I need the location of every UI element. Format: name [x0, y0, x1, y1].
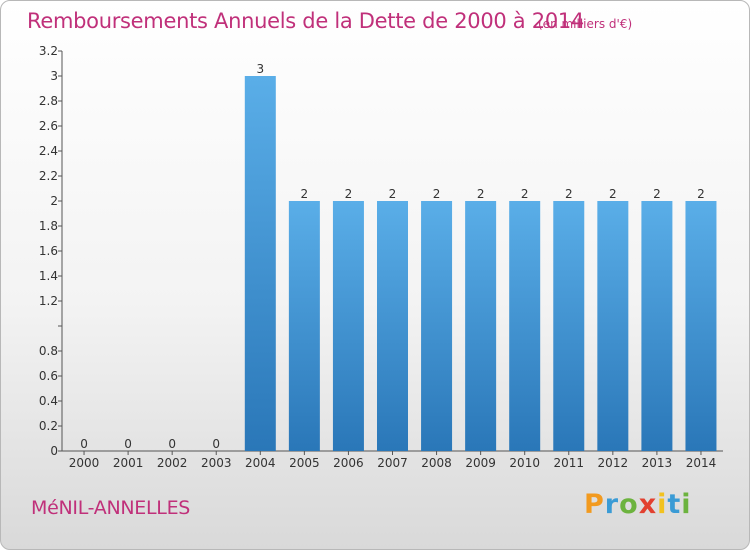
data-label: 2: [565, 187, 573, 201]
chart-title: Remboursements Annuels de la Dette de 20…: [27, 9, 584, 33]
x-tick-label: 2002: [157, 456, 188, 470]
proxiti-logo: Proxiti: [584, 489, 692, 520]
bar: [685, 201, 717, 451]
x-tick-label: 2008: [421, 456, 452, 470]
logo-letter: x: [638, 489, 658, 520]
y-tick-label: 3.2: [39, 44, 58, 58]
data-label: 2: [477, 187, 485, 201]
data-label: 2: [389, 187, 397, 201]
data-label: 2: [697, 187, 705, 201]
data-label: 2: [609, 187, 617, 201]
x-tick-label: 2000: [69, 456, 100, 470]
bar: [465, 201, 497, 451]
y-tick-label: 0.6: [39, 369, 58, 383]
x-tick-label: 2010: [509, 456, 540, 470]
x-tick-label: 2014: [686, 456, 717, 470]
x-tick-label: 2007: [377, 456, 408, 470]
data-label: 0: [168, 437, 176, 451]
chart-axes: 0 0.2 0.4 0.6 0.8 1.2 1.4 1.6 1.8 2 2.2 2.4 2.6 2.8 3 3…: [39, 44, 723, 470]
y-tick-label: 0.2: [39, 419, 58, 433]
y-tick-label: 2.4: [39, 144, 58, 158]
data-label: 2: [521, 187, 529, 201]
bar: [421, 201, 453, 451]
logo-letter: i: [681, 489, 692, 520]
data-label: 2: [433, 187, 441, 201]
data-label: 2: [301, 187, 309, 201]
logo-letter: r: [604, 489, 620, 520]
chart-bars: [244, 76, 717, 451]
data-label: 0: [80, 437, 88, 451]
bar: [641, 201, 673, 451]
data-label: 0: [212, 437, 220, 451]
data-label: 2: [653, 187, 661, 201]
x-tick-label: 2013: [642, 456, 673, 470]
y-tick-label: 2.8: [39, 94, 58, 108]
y-tick-label: 1.6: [39, 244, 58, 258]
x-tick-label: 2009: [465, 456, 496, 470]
bar: [244, 76, 276, 451]
town-name: MéNIL-ANNELLES: [31, 497, 191, 519]
data-label: 2: [345, 187, 353, 201]
data-label: 0: [124, 437, 132, 451]
bar: [288, 201, 320, 451]
x-tick-label: 2003: [201, 456, 232, 470]
chart-data-labels: 0 0 0 0 3 2 2 2 2 2 2 2 2 2 2: [80, 62, 705, 451]
y-tick-label: 3: [50, 69, 58, 83]
logo-letter: t: [667, 489, 682, 520]
bar: [553, 201, 585, 451]
x-tick-label: 2006: [333, 456, 364, 470]
y-tick-label: 0.8: [39, 344, 58, 358]
logo-letter: P: [584, 489, 605, 520]
chart-units: (en milliers d'€): [538, 17, 633, 31]
bar: [509, 201, 541, 451]
x-tick-label: 2004: [245, 456, 276, 470]
logo-letter: o: [619, 489, 639, 520]
bar: [597, 201, 629, 451]
bar: [377, 201, 408, 451]
logo-letter: i: [657, 489, 668, 520]
x-tick-label: 2012: [598, 456, 629, 470]
y-tick-label: 2.2: [39, 169, 58, 183]
y-tick-label: 0.4: [39, 394, 58, 408]
y-tick-label: 1.2: [39, 294, 58, 308]
y-tick-label: 2.6: [39, 119, 58, 133]
x-tick-label: 2005: [289, 456, 320, 470]
x-tick-label: 2011: [553, 456, 584, 470]
y-tick-label: 1.4: [39, 269, 58, 283]
y-tick-label: 1.8: [39, 219, 58, 233]
x-tick-label: 2001: [113, 456, 144, 470]
data-label: 3: [256, 62, 264, 76]
bar: [332, 201, 364, 451]
y-tick-label: 2: [50, 194, 58, 208]
y-tick-label: 0: [50, 444, 58, 458]
